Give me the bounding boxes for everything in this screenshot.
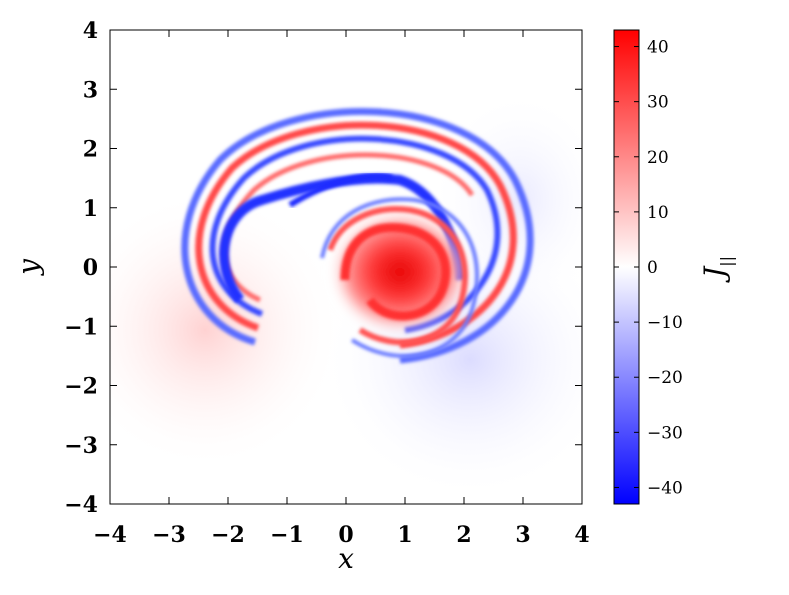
- colorbar-tick-label: 20: [647, 148, 669, 168]
- y-tick-label: 2: [83, 137, 98, 163]
- y-tick-label: 4: [83, 18, 98, 44]
- y-axis-title: y: [12, 258, 45, 277]
- x-tick-label: −2: [211, 522, 245, 548]
- colorbar-tick-label: 10: [647, 203, 669, 223]
- y-tick-label: 3: [83, 77, 98, 103]
- spiral-arm-inner-blue-2: [288, 173, 393, 208]
- x-tick-label: −4: [93, 522, 127, 548]
- spiral-arm-outer-blue: [181, 108, 534, 364]
- x-axis-title: x: [338, 542, 354, 575]
- background-positive-lobe: [110, 190, 345, 470]
- colorbar-tick-label: −20: [647, 368, 683, 388]
- y-tick-label: 0: [83, 255, 98, 281]
- x-tick-label: 0: [338, 522, 353, 548]
- x-tick-label: 4: [574, 522, 589, 548]
- colorbar-label-main: J: [698, 265, 731, 283]
- colorbar-label: J||: [698, 256, 736, 283]
- vortex-core-red-band: [340, 223, 451, 321]
- x-tick-label: 2: [456, 522, 471, 548]
- x-tick-label: 1: [397, 522, 412, 548]
- y-tick-label: −4: [64, 492, 98, 518]
- colorbar-label-sub: ||: [717, 256, 736, 267]
- vortex-core-blue-rim: [320, 197, 479, 358]
- x-tick-label: −3: [152, 522, 186, 548]
- colorbar-tick-label: −10: [647, 313, 683, 333]
- heatmap-plot: [110, 30, 582, 504]
- vortex-core-outer-band: [327, 206, 468, 346]
- colorbar-tick-label: 30: [647, 93, 669, 113]
- spiral-arm-blue-2: [209, 135, 501, 333]
- y-tick-label: 1: [83, 196, 98, 222]
- x-tick-label: 3: [515, 522, 530, 548]
- colorbar-tick-label: −30: [647, 423, 683, 443]
- y-tick-label: −2: [64, 374, 98, 400]
- colorbar-tick-label: 0: [647, 258, 658, 278]
- x-tick-label: −1: [270, 522, 304, 548]
- y-tick-label: −3: [64, 433, 98, 459]
- x-axis-ticks: −4 −3 −2 −1 0 1 2 3 4: [93, 30, 590, 548]
- y-tick-label: −1: [64, 314, 98, 340]
- colorbar-tick-label: −40: [647, 478, 683, 498]
- y-axis-ticks: 4 3 2 1 0 −1 −2 −3 −4: [64, 18, 582, 518]
- spiral-arm-outer-red: [195, 121, 517, 349]
- colorbar-ticks: 40 30 20 10 0 −10 −20 −30 −40: [614, 38, 683, 498]
- colorbar-tick-label: 40: [647, 38, 669, 58]
